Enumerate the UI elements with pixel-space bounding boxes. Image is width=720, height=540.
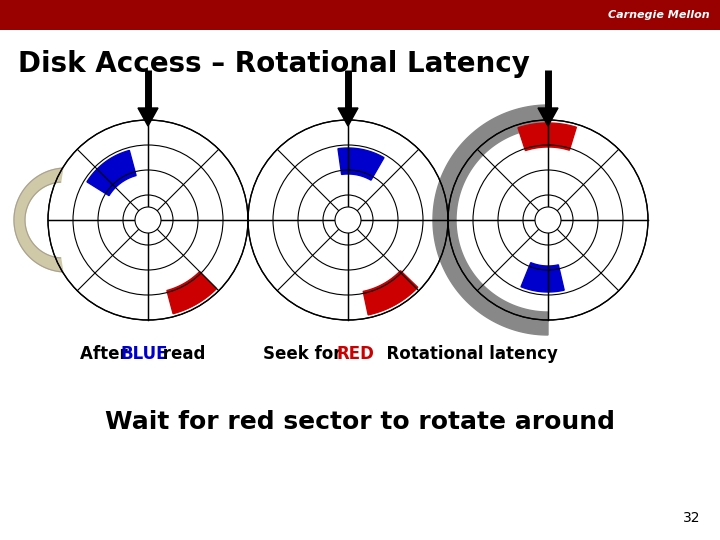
Bar [0,0,720,30]
Text: Disk Access – Rotational Latency: Disk Access – Rotational Latency [18,50,530,78]
Circle shape [335,207,361,233]
Text: Rotational latency: Rotational latency [375,345,558,363]
Polygon shape [521,262,564,292]
Circle shape [535,207,561,233]
Text: After: After [80,345,133,363]
Text: RED: RED [336,345,374,363]
Text: read: read [157,345,205,363]
Polygon shape [138,108,158,126]
Polygon shape [14,168,63,272]
Polygon shape [538,108,558,126]
Polygon shape [363,271,418,315]
Text: Carnegie Mellon: Carnegie Mellon [608,10,710,20]
Text: BLUE: BLUE [120,345,168,363]
Polygon shape [433,105,548,335]
Polygon shape [87,151,136,195]
Polygon shape [518,123,577,151]
Text: 32: 32 [683,511,700,525]
Polygon shape [338,148,384,180]
Polygon shape [338,108,358,126]
Text: Seek for: Seek for [263,345,347,363]
Polygon shape [167,272,217,314]
Circle shape [135,207,161,233]
Text: Wait for red sector to rotate around: Wait for red sector to rotate around [105,410,615,434]
